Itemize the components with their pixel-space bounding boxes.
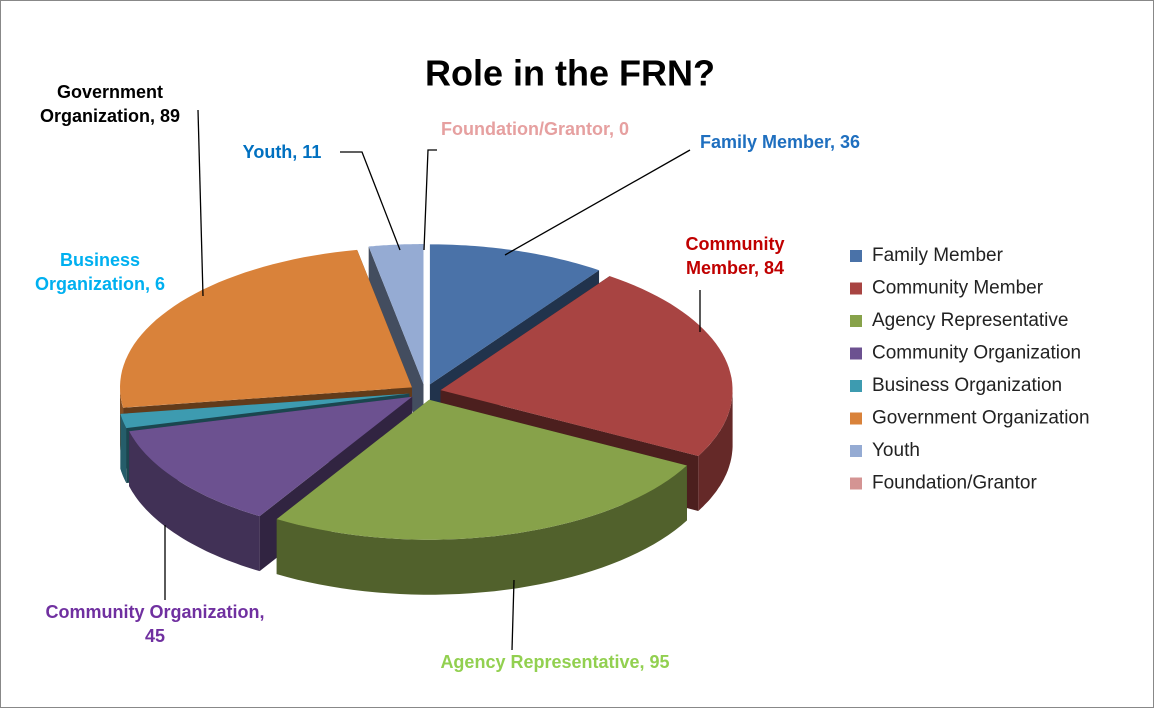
slice-top [276, 399, 687, 540]
data-label: Community Member, 84 [685, 234, 785, 278]
slice-top [440, 276, 733, 456]
slice-wall [120, 413, 127, 484]
chart-title: Role in the FRN? [425, 53, 715, 94]
leader-line [504, 149, 691, 256]
legend-swatch [850, 250, 862, 262]
legend-swatch [850, 412, 862, 425]
legend-label: Youth [872, 440, 920, 461]
slice [276, 399, 687, 595]
legend-swatch [850, 315, 862, 327]
leader-line [197, 109, 204, 297]
slice-top [429, 244, 600, 385]
legend-swatch [850, 347, 862, 360]
legend-label: Family Member [872, 245, 1004, 266]
legend-label: Agency Representative [872, 310, 1068, 331]
data-label: Foundation/Grantor, 0 [441, 119, 629, 139]
slice-top [129, 396, 413, 517]
legend-swatch [850, 380, 862, 392]
slice-top [120, 393, 410, 429]
slice-wall [276, 465, 687, 595]
leader-line [423, 149, 437, 251]
legend-swatch [850, 282, 862, 295]
legend-label: Community Organization [872, 343, 1081, 364]
data-label: Family Member, 36 [699, 132, 861, 152]
slice-top [368, 244, 424, 385]
legend-swatch [850, 445, 862, 457]
legend-label: Business Organization [872, 375, 1062, 396]
legend-label: Community Member [872, 278, 1044, 299]
data-label: Youth, 11 [242, 142, 322, 162]
slice-top [120, 249, 412, 408]
slice-wall [698, 390, 733, 511]
slice-wall [129, 431, 260, 572]
data-label: Agency Representative, 95 [440, 652, 670, 672]
legend-swatch [850, 477, 862, 490]
legend-label: Foundation/Grantor [872, 473, 1037, 494]
data-label: Government Organization, 89 [39, 82, 181, 126]
leader-line [511, 579, 515, 651]
data-label: Community Organization, 45 [45, 602, 265, 646]
leader-line [340, 151, 401, 251]
legend-label: Government Organization [872, 408, 1090, 429]
data-label: Business Organization, 6 [34, 250, 166, 294]
